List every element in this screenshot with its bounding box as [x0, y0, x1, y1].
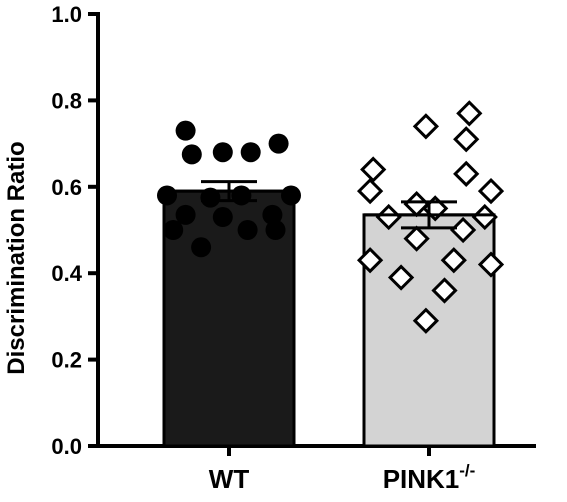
- data-point: [356, 247, 384, 274]
- data-point: [360, 156, 387, 183]
- data-point: [231, 185, 252, 206]
- bars: [162, 189, 496, 448]
- y-axis: 0.0 0.2 0.4 0.6 0.8 1.0: [51, 2, 100, 459]
- data-point: [431, 277, 458, 304]
- x-tick-label: PINK1-/-: [383, 461, 476, 494]
- y-tick-label: 0.8: [51, 88, 82, 113]
- y-ticks: 0.0 0.2 0.4 0.6 0.8 1.0: [51, 2, 98, 459]
- data-point: [265, 220, 286, 240]
- data-point: [403, 190, 430, 218]
- data-points: [157, 100, 505, 334]
- data-point: [412, 113, 440, 140]
- data-point: [403, 225, 430, 252]
- y-tick-label: 0.6: [51, 175, 82, 200]
- data-point: [163, 220, 184, 240]
- y-tick-label: 0.4: [51, 261, 82, 286]
- data-point: [157, 185, 177, 206]
- x-ticks: WT PINK1-/-: [209, 446, 476, 494]
- category-superscript: -/-: [459, 461, 475, 480]
- data-point: [281, 185, 301, 206]
- data-point: [412, 307, 440, 334]
- data-point: [387, 264, 415, 291]
- category-name: WT: [209, 464, 250, 494]
- category-name: PINK1: [383, 464, 460, 494]
- data-point: [453, 126, 480, 153]
- data-point: [175, 120, 196, 141]
- y-tick-label: 1.0: [51, 2, 82, 27]
- data-point: [268, 133, 289, 154]
- data-point: [477, 251, 505, 278]
- data-point: [477, 177, 505, 205]
- data-point: [375, 203, 402, 231]
- error-bars: [164, 180, 494, 230]
- x-tick-label: WT: [209, 464, 250, 494]
- data-point: [456, 100, 483, 127]
- data-point: [175, 204, 196, 225]
- data-point: [471, 203, 498, 231]
- y-tick-label: 0.2: [51, 348, 82, 373]
- data-point: [212, 142, 233, 163]
- x-axis: WT PINK1-/-: [96, 444, 536, 494]
- data-point: [440, 247, 467, 274]
- data-point: [191, 237, 212, 258]
- data-point: [181, 144, 202, 165]
- data-point: [237, 220, 258, 240]
- data-point: [356, 177, 384, 205]
- data-point: [449, 216, 477, 244]
- data-point: [240, 142, 261, 163]
- y-tick-label: 0.0: [51, 434, 82, 459]
- y-axis-title: Discrimination Ratio: [3, 141, 30, 374]
- data-point: [453, 160, 480, 187]
- data-point: [262, 204, 283, 225]
- data-point: [212, 207, 233, 228]
